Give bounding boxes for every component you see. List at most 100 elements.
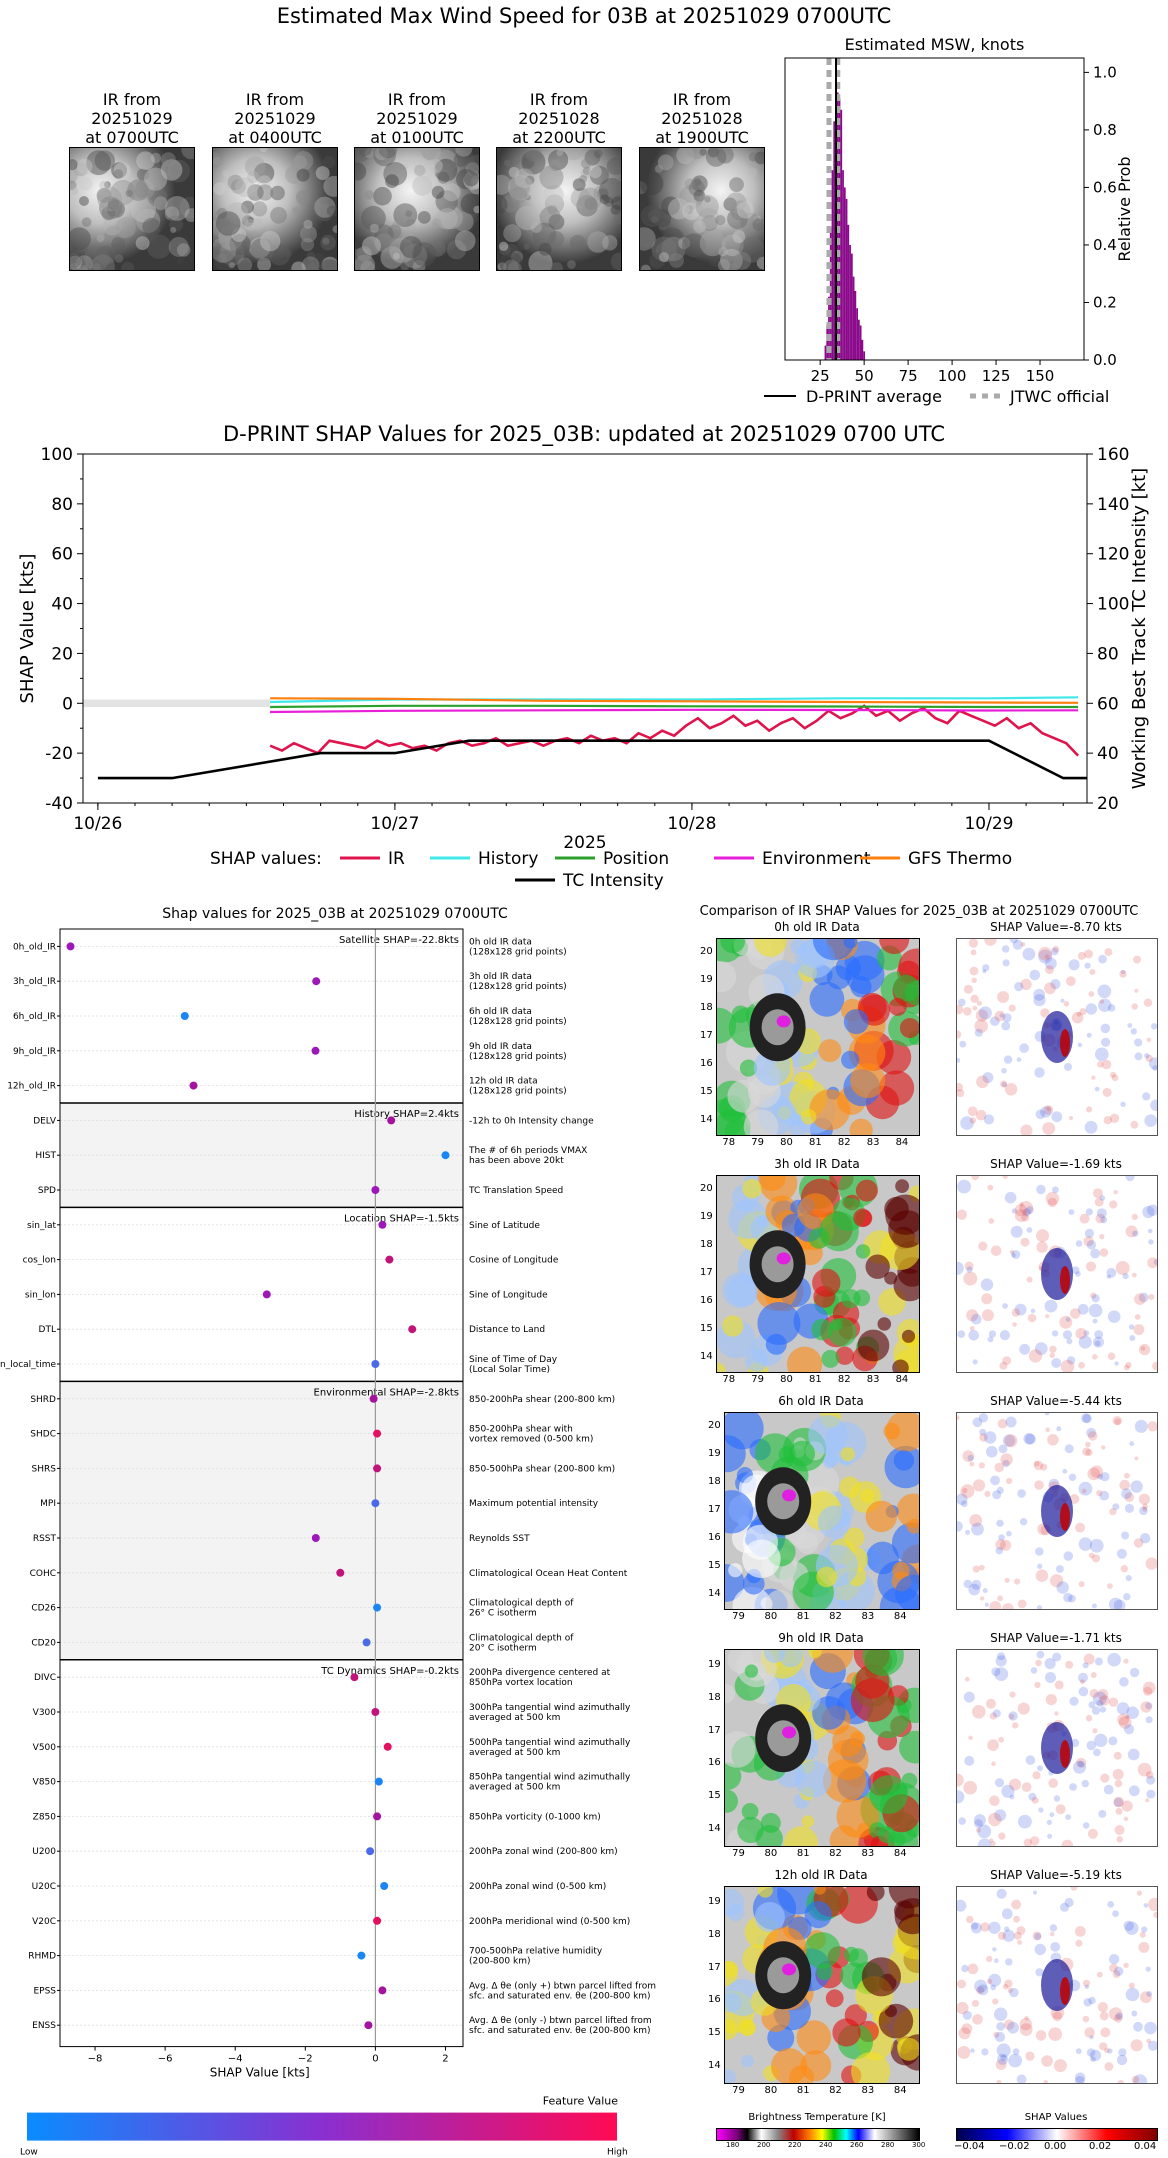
cloud-blob [360,260,375,270]
shap-speckle [1002,1603,1014,1609]
shap-speckle [1113,1797,1123,1807]
shap-speckle [1095,1047,1109,1062]
shap-speckle [1051,1330,1059,1337]
shap-speckle [1011,1308,1021,1317]
shap-dot-0h_old_ir [66,942,75,951]
shap-speckle [1014,982,1024,992]
shap-map-panel [956,1412,1158,1610]
shap-speckle [981,1309,994,1322]
cloud-blob [355,236,376,259]
feature-description: averaged at 500 km [469,1783,560,1793]
shap-speckle [988,1973,1002,1987]
bar-x-tick-label: −2 [298,2054,313,2065]
legend-label-ir: IR [388,849,405,869]
shap-speckle [1106,1274,1111,1279]
shap-speckle [1040,1008,1050,1018]
ir-blob [727,1079,761,1113]
shap-dot-cd20 [362,1638,371,1647]
cloud-blob [96,187,112,203]
cloud-blob [374,224,394,244]
shap-speckle [974,1979,988,1993]
shap-speckle [1028,1349,1043,1363]
cloud-blob [107,198,120,210]
shap-speckle [973,1814,986,1827]
cloud-blob [593,149,603,159]
shap-speckle [1003,1055,1013,1064]
ir-thumbnail-image [212,147,338,271]
cloud-blob [567,260,576,269]
feature-description: Distance to Land [469,1325,545,1335]
shap-speckle [1006,1477,1013,1485]
cloud-field [355,148,479,270]
feature-description: 200hPa divergence centered at [469,1668,611,1678]
ir-panel-title: 6h old IR Data [778,1394,864,1408]
shap-speckle [977,1000,982,1006]
cloud-blob [572,178,586,192]
shap-speckle [1137,1762,1152,1777]
shap-speckle [971,1176,979,1181]
shap-speckle [1098,998,1112,1012]
cloud-blob [292,155,307,170]
ir-blob [755,1825,783,1846]
bt-colorbar-tick: 300 [912,2141,926,2149]
legend-label-position: Position [603,849,669,869]
cloud-blob [249,237,271,259]
feature-name-label: ENSS [32,2021,56,2031]
ir-blob [764,1650,786,1664]
ir-blob [787,1346,823,1372]
shap-speckle [1085,1003,1098,1015]
msw-bar [824,345,827,360]
cloud-blob [106,199,125,219]
cloud-field [70,148,194,270]
shap-speckle [990,1984,997,1991]
shap-speckle [995,2059,1007,2070]
shap-speckle [962,1450,975,1462]
shap-speckle [1100,1216,1108,1224]
cloud-blob [661,227,685,250]
shap-speckle [978,1462,985,1469]
cloud-blob [463,170,479,190]
cloud-blob [498,241,509,251]
shap-speckle [1109,1200,1118,1209]
shap-speckle [957,1004,964,1015]
shap-speckle [1123,1724,1135,1735]
shap-speckle [1092,1728,1098,1734]
cloud-blob [400,261,410,270]
shap-speckle [1014,1204,1027,1217]
cloud-blob [115,217,136,238]
cloud-blob [315,166,330,181]
shap-speckle [958,998,966,1007]
shap-speckle [1099,2042,1108,2051]
cloud-blob [168,236,189,257]
shap-speckle [968,1330,979,1341]
shap-speckle [1000,2054,1007,2062]
feature-description: Maximum potential intensity [469,1499,599,1509]
ir-y-tick-label: 16 [700,1058,713,1069]
shap-speckle [971,1579,982,1590]
ir-x-tick-label: 80 [780,1137,793,1148]
ts-y-tick-label: -20 [45,744,73,764]
shap-speckle [1119,1479,1130,1491]
shap-speckle [978,1241,988,1251]
cloud-blob [578,187,602,212]
coldest-tops [776,1252,791,1265]
shap-speckle [1138,1493,1150,1505]
shap-speckle [1118,2048,1127,2057]
shap-dot-12h_old_ir [189,1081,198,1090]
ir-data-svg [725,1887,919,2083]
msw-y-tick-label: 0.8 [1093,121,1117,139]
ir-y-tick-label: 20 [700,946,713,957]
shap-speckle [1006,1530,1012,1537]
ir-blob [829,1825,860,1846]
shap-speckle [968,1735,973,1740]
cloud-blob [466,154,479,177]
ir-x-tick-label: 84 [895,1137,909,1148]
cloud-blob [433,149,458,174]
ts-y-right-tick-label: 140 [1097,495,1129,515]
feature-name-label: U200 [32,1847,56,1857]
cloud-blob [393,203,418,227]
cloud-blob [215,211,241,236]
main-title: Estimated Max Wind Speed for 03B at 2025… [276,4,892,28]
shap-speckle [1117,1713,1130,1726]
group-shap-label: Environmental SHAP=-2.8kts [314,1387,460,1398]
